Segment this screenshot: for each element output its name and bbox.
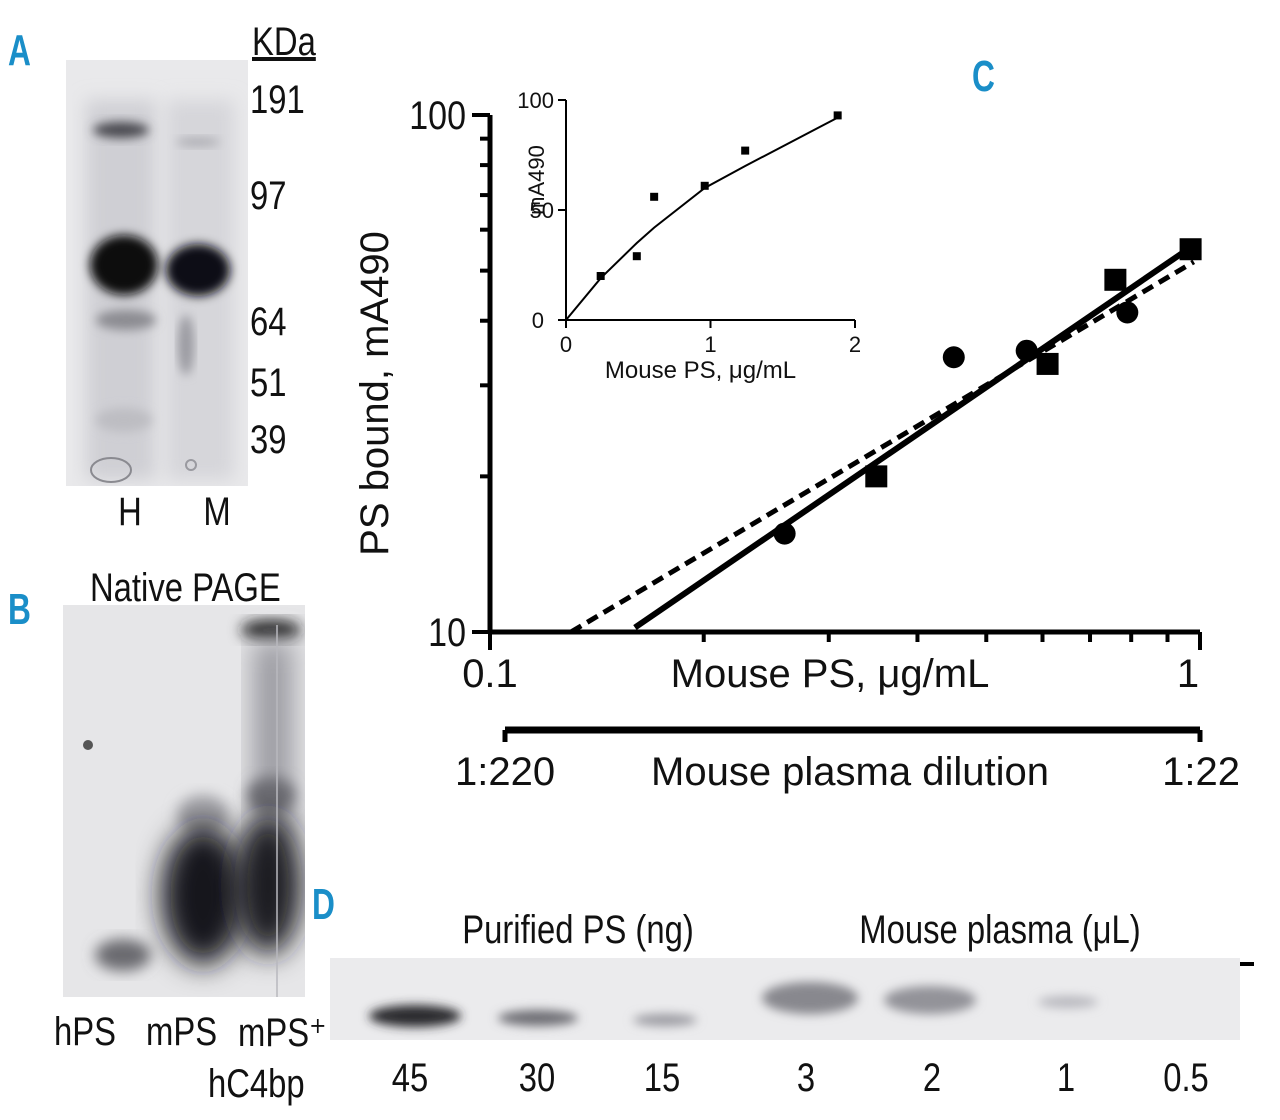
- inset-x-tick-0: 0: [560, 332, 572, 357]
- native-page-title: Native PAGE: [90, 566, 281, 610]
- c-dilution-left-label: 1:220: [455, 750, 555, 794]
- inset-point-square: [700, 181, 709, 190]
- marker-51: 51: [250, 361, 287, 405]
- lane-label-m: M: [203, 490, 231, 534]
- c-fit-line-dashed: [569, 259, 1196, 635]
- lane-label-hps: hPS: [54, 1010, 116, 1054]
- c-point-circle: [1015, 339, 1038, 362]
- marker-64: 64: [250, 300, 287, 344]
- panel-b-letter: B: [8, 585, 31, 634]
- inset-x-axis-title: Mouse PS, μg/mL: [605, 357, 796, 384]
- c-point-circle: [1116, 301, 1139, 324]
- c-y-tick-label-10: 10: [428, 609, 466, 654]
- inset-point-square: [833, 111, 842, 120]
- inset-x-tick-2: 2: [849, 332, 861, 357]
- marker-191: 191: [250, 78, 305, 122]
- c-x-tick-label-1: 1: [1177, 652, 1199, 696]
- panel-b-gel-image: [63, 605, 305, 997]
- inset-point-square: [650, 192, 659, 201]
- lane-d-3: 3: [796, 1056, 816, 1100]
- c-y-tick-label-100: 100: [409, 92, 466, 137]
- c-x-axis-title: Mouse PS, μg/mL: [671, 652, 990, 696]
- panel-d-letter: D: [312, 880, 335, 929]
- c-point-square: [1179, 238, 1202, 261]
- lane-d-15: 15: [643, 1056, 681, 1100]
- lane-d-45: 45: [391, 1056, 429, 1100]
- lane-d-1: 1: [1056, 1056, 1076, 1100]
- mouse-plasma-label: Mouse plasma (μL): [859, 908, 1141, 952]
- purified-ps-label: Purified PS (ng): [462, 908, 694, 952]
- lane-label-mps: mPS: [146, 1010, 218, 1054]
- inset-y-axis-title: mA490: [524, 145, 549, 215]
- inset-y-tick-50: 50: [530, 198, 554, 223]
- inset-point-square: [632, 252, 641, 261]
- lane-label-hc4bp: hC4bp: [208, 1062, 305, 1106]
- marker-97: 97: [250, 174, 287, 218]
- inset-fit-curve: [565, 116, 839, 321]
- lane-d-0-5: 0.5: [1163, 1056, 1209, 1100]
- kda-unit-label: KDa: [252, 20, 316, 64]
- c-y-axis-title: PS bound, mA490: [353, 231, 397, 556]
- inset-point-square: [741, 146, 750, 155]
- lane-label-h: H: [118, 490, 142, 534]
- c-point-square: [1104, 268, 1127, 291]
- inset-y-tick-0: 0: [532, 308, 544, 333]
- panel-a-letter: A: [8, 26, 31, 75]
- panel-c-letter: C: [972, 52, 995, 101]
- c-point-square: [1036, 352, 1059, 375]
- inset-y-tick-100: 100: [517, 88, 554, 113]
- lane-d-30: 30: [518, 1056, 556, 1100]
- lane-label-mps-hc4bp: mPS⁺: [238, 1011, 327, 1055]
- panel-c-inset-chart: 100 50 00 1 2 Mouse PS, μg/mL mA490: [517, 88, 861, 384]
- c-point-circle: [942, 346, 965, 369]
- panel-a-gel-image: [66, 60, 248, 486]
- c-dilution-right-label: 1:22: [1162, 750, 1240, 794]
- c-x-tick-label-0-1: 0.1: [462, 652, 518, 696]
- lane-d-2: 2: [922, 1056, 942, 1100]
- panel-d-western-blot: [330, 958, 1240, 1040]
- c-point-square: [865, 465, 888, 488]
- c-point-circle: [773, 522, 796, 545]
- inset-point-square: [596, 272, 605, 280]
- c-dilution-axis-title: Mouse plasma dilution: [651, 750, 1049, 794]
- c-fit-line-solid: [633, 242, 1196, 631]
- marker-39: 39: [250, 418, 287, 462]
- inset-x-tick-1: 1: [704, 332, 716, 357]
